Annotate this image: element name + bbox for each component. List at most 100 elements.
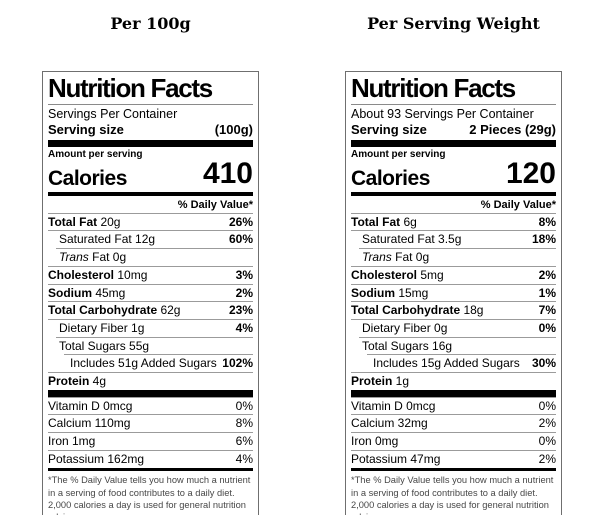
amount-per-serving: Amount per serving <box>351 149 446 161</box>
daily-value-percent: 2% <box>538 451 556 466</box>
nutrient-row: Sodium 15mg 1% <box>351 283 556 302</box>
nutrient-name: Total Sugars 16g <box>362 338 453 353</box>
daily-value-percent: 102% <box>222 356 253 371</box>
nutrient-name: Cholesterol 5mg <box>351 267 444 282</box>
daily-value-percent: 26% <box>228 214 253 229</box>
daily-value-header: % Daily Value* <box>480 198 556 211</box>
nutrition-label-per-serving: Nutrition Facts About 93 Servings Per Co… <box>345 71 562 515</box>
nutrient-row: Cholesterol 5mg 2% <box>351 265 556 284</box>
nutrient-row: Dietary Fiber 1g 4% <box>48 318 253 337</box>
nutrient-name: Total Fat 20g <box>48 214 121 229</box>
nutrient-row: Total Carbohydrate 18g 7% <box>351 301 556 319</box>
daily-value-percent: 0% <box>538 320 556 335</box>
nutrient-row: Total Sugars 55g <box>56 336 253 355</box>
divider-thick <box>351 140 556 148</box>
nutrient-rows: Total Fat 20g 26% Saturated Fat 12g 60% Tran… <box>48 212 253 390</box>
serving-size-row: Serving size (100g) <box>48 121 253 140</box>
nutrient-name: Total Sugars 55g <box>59 338 150 353</box>
nutrient-name: Protein 1g <box>351 373 410 388</box>
nutrient-name: Total Carbohydrate 62g <box>48 303 181 318</box>
nutrient-name: Vitamin D 0mcg <box>351 398 436 413</box>
nutrient-row: Iron 1mg 6% <box>48 432 253 450</box>
amount-per-serving: Amount per serving <box>48 149 143 161</box>
nutrient-name: Potassium 47mg <box>351 451 441 466</box>
nutrient-name: Includes 51g Added Sugars <box>70 356 217 371</box>
nutrient-row: Cholesterol 10mg 3% <box>48 265 253 284</box>
daily-value-percent: 2% <box>538 267 556 282</box>
nutrient-row: Vitamin D 0mcg 0% <box>48 396 253 415</box>
nutrient-row: Dietary Fiber 0g 0% <box>351 318 556 337</box>
nutrient-row: Total Sugars 16g <box>359 336 556 355</box>
nutrient-row: Total Fat 6g 8% <box>351 212 556 231</box>
vitamin-rows: Vitamin D 0mcg 0% Calcium 32mg 2% Iron 0mg 0%… <box>351 396 556 468</box>
calories-value: 120 <box>505 157 556 191</box>
footnote: *The % Daily Value tells you how much a … <box>351 468 556 515</box>
nutrient-name: Iron 0mg <box>351 434 399 449</box>
nutrient-name: Trans Fat 0g <box>362 250 430 265</box>
daily-value-percent: 23% <box>228 303 253 318</box>
calories-row: Calories 410 <box>48 157 253 192</box>
divider-thick <box>351 389 556 397</box>
nutrient-name: Total Carbohydrate 18g <box>351 303 484 318</box>
serving-size-row: Serving size 2 Pieces (29g) <box>351 121 556 140</box>
nutrient-row: Includes 51g Added Sugars 102% <box>64 354 253 372</box>
nutrient-name: Trans Fat 0g <box>59 250 127 265</box>
serving-size-value: (100g) <box>214 122 253 138</box>
daily-value-percent: 30% <box>531 356 556 371</box>
nutrient-row: Vitamin D 0mcg 0% <box>351 396 556 415</box>
nutrient-name: Potassium 162mg <box>48 451 145 466</box>
label-heading: Nutrition Facts <box>48 74 253 106</box>
nutrition-label-per-100g: Nutrition Facts Servings Per Container S… <box>42 71 259 515</box>
daily-value-percent: 0% <box>538 434 556 449</box>
nutrient-row: Total Fat 20g 26% <box>48 212 253 231</box>
nutrient-name: Saturated Fat 12g <box>59 232 156 247</box>
nutrient-row: Iron 0mg 0% <box>351 432 556 450</box>
divider-thick <box>48 140 253 148</box>
daily-value-percent: 4% <box>235 451 253 466</box>
serving-size-value: 2 Pieces (29g) <box>469 122 556 138</box>
column-title-per-100g: Per 100g <box>110 14 191 33</box>
nutrient-row: Protein 4g <box>48 371 253 390</box>
divider-medium <box>48 191 253 196</box>
daily-value-percent: 4% <box>235 320 253 335</box>
servings-per-container: About 93 Servings Per Container <box>351 107 534 122</box>
label-heading: Nutrition Facts <box>351 74 556 106</box>
nutrient-name: Iron 1mg <box>48 434 96 449</box>
daily-value-percent: 6% <box>235 434 253 449</box>
footnote: *The % Daily Value tells you how much a … <box>48 468 253 515</box>
nutrient-rows: Total Fat 6g 8% Saturated Fat 3.5g 18% Trans… <box>351 212 556 390</box>
calories-label: Calories <box>351 166 430 190</box>
daily-value-header: % Daily Value* <box>177 198 253 211</box>
nutrient-row: Potassium 162mg 4% <box>48 449 253 468</box>
nutrient-row: Protein 1g <box>351 371 556 390</box>
calories-label: Calories <box>48 166 127 190</box>
column-title-per-serving: Per Serving Weight <box>367 14 540 33</box>
nutrient-name: Saturated Fat 3.5g <box>362 232 462 247</box>
nutrient-name: Calcium 32mg <box>351 416 428 431</box>
daily-value-percent: 0% <box>538 398 556 413</box>
nutrient-name: Cholesterol 10mg <box>48 267 148 282</box>
nutrient-row: Trans Fat 0g <box>56 248 253 266</box>
daily-value-percent: 60% <box>228 232 253 247</box>
daily-value-percent: 1% <box>538 285 556 300</box>
nutrient-row: Saturated Fat 3.5g 18% <box>351 230 556 248</box>
nutrient-row: Saturated Fat 12g 60% <box>48 230 253 248</box>
nutrient-row: Sodium 45mg 2% <box>48 283 253 302</box>
nutrient-name: Sodium 15mg <box>351 285 429 300</box>
nutrient-name: Vitamin D 0mcg <box>48 398 133 413</box>
calories-row: Calories 120 <box>351 157 556 192</box>
nutrient-name: Dietary Fiber 1g <box>59 320 145 335</box>
daily-value-percent: 7% <box>538 303 556 318</box>
nutrient-row: Calcium 110mg 8% <box>48 414 253 432</box>
daily-value-percent: 2% <box>235 285 253 300</box>
daily-value-percent: 8% <box>538 214 556 229</box>
nutrient-name: Protein 4g <box>48 373 107 388</box>
nutrient-row: Potassium 47mg 2% <box>351 449 556 468</box>
nutrient-name: Calcium 110mg <box>48 416 131 431</box>
nutrient-name: Dietary Fiber 0g <box>362 320 448 335</box>
vitamin-rows: Vitamin D 0mcg 0% Calcium 110mg 8% Iron 1mg 6… <box>48 396 253 468</box>
calories-value: 410 <box>202 157 253 191</box>
divider-thick <box>48 389 253 397</box>
serving-size-label: Serving size <box>351 122 427 138</box>
